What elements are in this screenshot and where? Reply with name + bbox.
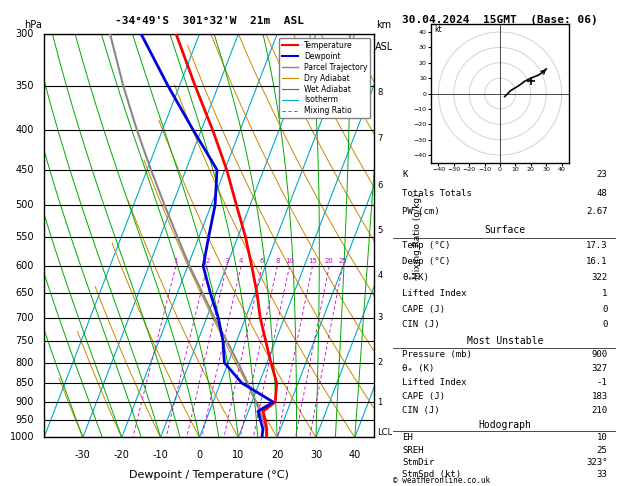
Text: 8: 8 [377,88,383,97]
Text: 900: 900 [591,350,608,360]
Text: 1000: 1000 [9,433,34,442]
Text: CAPE (J): CAPE (J) [402,392,445,401]
Text: 4: 4 [377,271,383,279]
Text: © weatheronline.co.uk: © weatheronline.co.uk [393,476,490,485]
Text: Most Unstable: Most Unstable [467,336,543,346]
Text: EH: EH [402,433,413,442]
Text: 0: 0 [196,450,203,459]
Text: 4: 4 [239,258,243,264]
Text: 850: 850 [16,378,34,388]
Text: θₑ(K): θₑ(K) [402,273,429,282]
Text: 25: 25 [338,258,347,264]
Text: Pressure (mb): Pressure (mb) [402,350,472,360]
Text: StmDir: StmDir [402,458,434,467]
Text: Mixing Ratio (g/kg): Mixing Ratio (g/kg) [413,193,421,278]
Text: K: K [402,170,408,179]
Text: 25: 25 [597,446,608,454]
Text: 16.1: 16.1 [586,257,608,266]
Text: km: km [377,20,392,30]
Text: 450: 450 [16,165,34,175]
Text: 600: 600 [16,261,34,271]
Text: 800: 800 [16,358,34,367]
Text: 17.3: 17.3 [586,242,608,250]
Text: 700: 700 [16,313,34,323]
Text: Lifted Index: Lifted Index [402,379,467,387]
Text: θₑ (K): θₑ (K) [402,364,434,373]
Text: SREH: SREH [402,446,423,454]
Text: 183: 183 [591,392,608,401]
Text: Dewpoint / Temperature (°C): Dewpoint / Temperature (°C) [129,469,289,480]
Text: -30: -30 [75,450,91,459]
Text: Hodograph: Hodograph [478,420,532,430]
Text: 0: 0 [602,305,608,313]
Text: StmSpd (kt): StmSpd (kt) [402,470,461,479]
Text: 550: 550 [16,232,34,242]
Text: LCL: LCL [377,428,392,437]
Text: 500: 500 [16,200,34,210]
Text: 10: 10 [285,258,294,264]
Text: hPa: hPa [24,20,42,30]
Text: 6: 6 [260,258,264,264]
Text: 30.04.2024  15GMT  (Base: 06): 30.04.2024 15GMT (Base: 06) [402,15,598,25]
Text: 750: 750 [16,336,34,346]
Text: 8: 8 [275,258,279,264]
Text: 15: 15 [308,258,317,264]
Text: 0: 0 [602,320,608,330]
Text: ASL: ASL [375,42,393,52]
Text: CIN (J): CIN (J) [402,320,440,330]
Text: CIN (J): CIN (J) [402,406,440,416]
Text: -1: -1 [597,379,608,387]
Text: kt: kt [434,25,442,34]
Text: 327: 327 [591,364,608,373]
Text: PW (cm): PW (cm) [402,208,440,216]
Text: 1: 1 [602,289,608,298]
Text: 210: 210 [591,406,608,416]
Text: 23: 23 [597,170,608,179]
Text: Dewp (°C): Dewp (°C) [402,257,450,266]
Text: 650: 650 [16,288,34,298]
Text: 20: 20 [271,450,283,459]
Text: 33: 33 [597,470,608,479]
Text: Totals Totals: Totals Totals [402,189,472,198]
Text: 30: 30 [310,450,322,459]
Text: 48: 48 [597,189,608,198]
Text: 3: 3 [225,258,229,264]
Text: Surface: Surface [484,225,525,235]
Text: -10: -10 [153,450,169,459]
Text: 300: 300 [16,29,34,39]
Text: 3: 3 [377,313,383,322]
Text: 2.67: 2.67 [586,208,608,216]
Text: 6: 6 [377,181,383,191]
Text: 40: 40 [348,450,361,459]
Text: -34°49'S  301°32'W  21m  ASL: -34°49'S 301°32'W 21m ASL [114,16,304,26]
Text: CAPE (J): CAPE (J) [402,305,445,313]
Text: 323°: 323° [586,458,608,467]
Text: 950: 950 [16,415,34,425]
Text: 1: 1 [174,258,178,264]
Text: Temp (°C): Temp (°C) [402,242,450,250]
Text: 322: 322 [591,273,608,282]
Text: 20: 20 [325,258,334,264]
Text: 900: 900 [16,397,34,407]
Text: 2: 2 [377,358,383,367]
Text: 2: 2 [205,258,209,264]
Legend: Temperature, Dewpoint, Parcel Trajectory, Dry Adiabat, Wet Adiabat, Isotherm, Mi: Temperature, Dewpoint, Parcel Trajectory… [279,38,370,119]
Text: 10: 10 [597,433,608,442]
Text: 7: 7 [377,134,383,143]
Text: 350: 350 [16,81,34,91]
Text: 5: 5 [377,226,383,235]
Text: 400: 400 [16,125,34,136]
Text: -20: -20 [114,450,130,459]
Text: Lifted Index: Lifted Index [402,289,467,298]
Text: 1: 1 [377,398,383,407]
Text: 10: 10 [232,450,245,459]
